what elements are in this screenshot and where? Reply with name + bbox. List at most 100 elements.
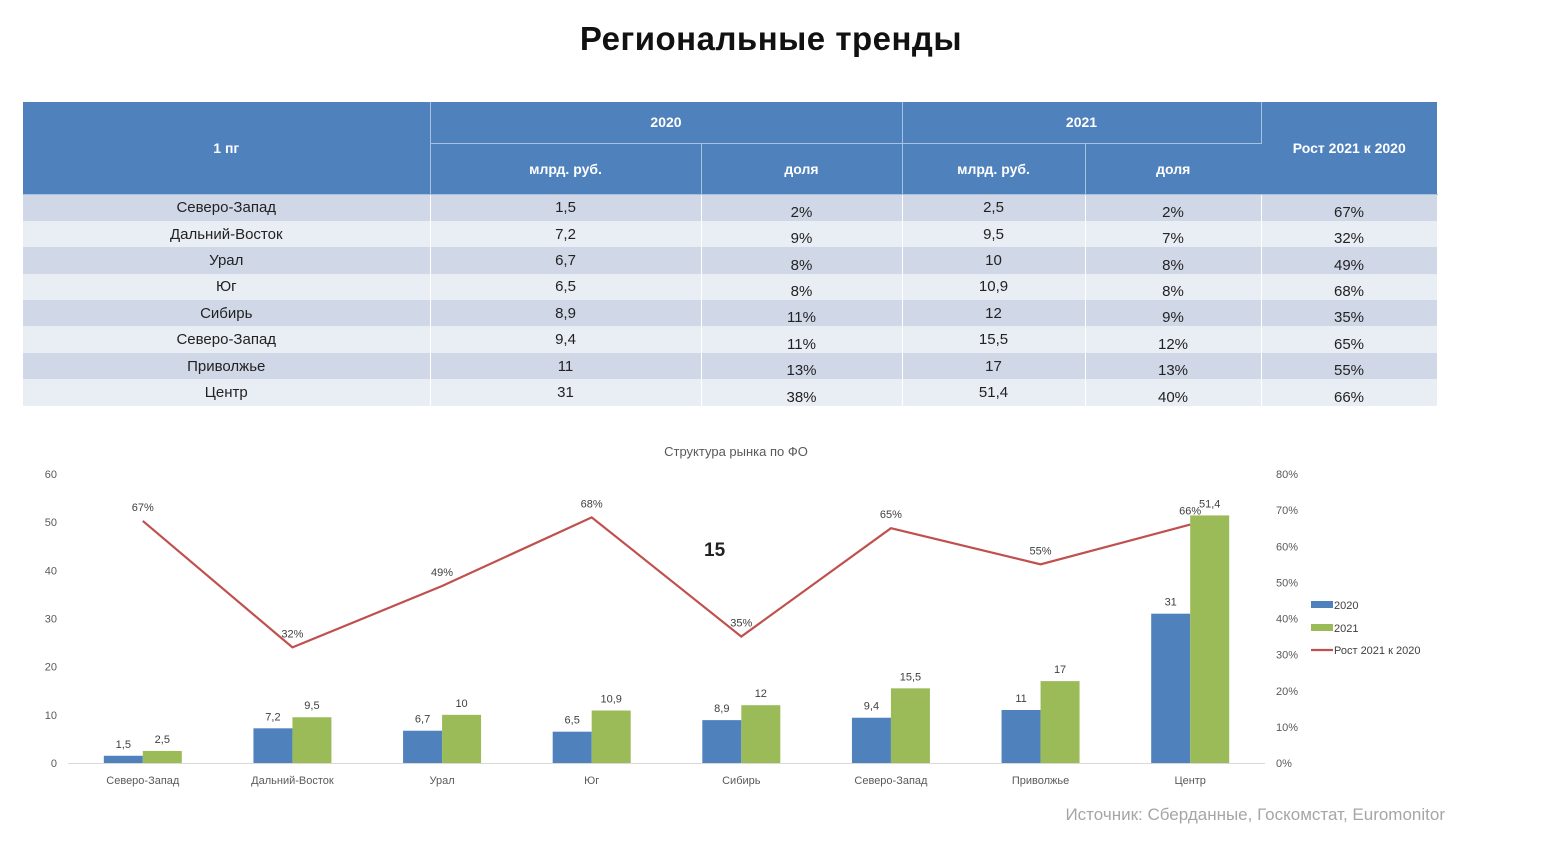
table-row: Дальний-Восток 7,2 9% 9,5 7% 32% [23, 220, 1438, 248]
cell-share-2020: 2% [701, 194, 903, 221]
growth-data-label: 32% [281, 628, 303, 640]
cell-growth: 49% [1261, 247, 1438, 274]
y2-tick-label: 10% [1276, 722, 1298, 734]
data-label-2021: 9,5 [304, 700, 319, 712]
table-row: Северо-Запад 1,5 2% 2,5 2% 67% [23, 194, 1438, 221]
cell-value-2020: 1,5 [430, 194, 702, 221]
legend-swatch-2020 [1311, 601, 1333, 608]
cell-share-2021: 13% [1085, 352, 1262, 380]
cell-region: Юг [23, 273, 431, 301]
y2-tick-label: 50% [1276, 577, 1298, 589]
x-tick-label: Дальний-Восток [251, 775, 334, 787]
cell-growth: 66% [1261, 379, 1438, 406]
cell-value-2020: 6,5 [430, 273, 702, 301]
bar-2021 [741, 705, 781, 763]
cell-region: Северо-Запад [23, 194, 431, 221]
table-row: Центр 31 38% 51,4 40% 66% [23, 379, 1438, 406]
growth-data-label: 49% [431, 567, 453, 579]
bar-2020 [253, 728, 293, 763]
x-tick-label: Северо-Запад [106, 775, 180, 787]
cell-region: Урал [23, 247, 431, 274]
legend-label-growth: Рост 2021 к 2020 [1334, 645, 1420, 657]
data-label-2021: 51,4 [1199, 498, 1220, 510]
header-growth: Рост 2021 к 2020 [1261, 102, 1437, 195]
bar-2020 [702, 720, 742, 763]
x-tick-label: Юг [584, 775, 599, 787]
table-row: Северо-Запад 9,4 11% 15,5 12% 65% [23, 326, 1438, 353]
header-value-2021: млрд. руб. [902, 143, 1086, 195]
cell-share-2020: 8% [701, 273, 903, 301]
data-label-2021: 10 [455, 698, 467, 710]
bar-2020 [1151, 613, 1191, 763]
y-tick-label: 20 [45, 662, 57, 674]
cell-value-2021: 17 [902, 352, 1086, 380]
cell-value-2020: 31 [430, 379, 702, 406]
y2-tick-label: 60% [1276, 541, 1298, 553]
cell-share-2020: 9% [701, 220, 903, 248]
cell-share-2020: 11% [701, 300, 903, 327]
bar-2021 [292, 717, 332, 763]
bar-2021 [1190, 515, 1230, 763]
cell-share-2020: 13% [701, 352, 903, 380]
data-label-2020: 31 [1165, 597, 1177, 609]
y2-tick-label: 70% [1276, 505, 1298, 517]
growth-data-label: 55% [1030, 545, 1052, 557]
cell-value-2021: 9,5 [902, 220, 1086, 248]
data-label-2020: 7,2 [265, 711, 280, 723]
bar-2021 [890, 688, 930, 763]
cell-growth: 35% [1261, 300, 1438, 327]
bar-2021 [591, 710, 631, 763]
cell-value-2020: 6,7 [430, 247, 702, 274]
cell-share-2021: 8% [1085, 273, 1262, 301]
cell-value-2021: 51,4 [902, 379, 1086, 406]
legend-swatch-2021 [1311, 624, 1333, 631]
cell-value-2020: 11 [430, 352, 702, 380]
cell-value-2020: 8,9 [430, 300, 702, 327]
y2-tick-label: 40% [1276, 614, 1298, 626]
x-tick-label: Приволжье [1012, 775, 1069, 787]
y-tick-label: 0 [51, 758, 57, 770]
cell-value-2021: 10 [902, 247, 1086, 274]
cell-value-2020: 9,4 [430, 326, 702, 353]
cell-region: Северо-Запад [23, 326, 431, 353]
cell-region: Сибирь [23, 300, 431, 327]
data-label-2020: 9,4 [864, 701, 879, 713]
data-label-2020: 6,5 [565, 715, 580, 727]
cell-growth: 67% [1261, 194, 1438, 221]
table-row: Сибирь 8,9 11% 12 9% 35% [23, 300, 1438, 327]
data-label-2020: 1,5 [116, 739, 131, 751]
bar-2021 [1040, 681, 1080, 763]
y2-tick-label: 20% [1276, 686, 1298, 698]
cell-share-2021: 8% [1085, 247, 1262, 274]
cell-growth: 32% [1261, 220, 1438, 248]
cell-value-2021: 15,5 [902, 326, 1086, 353]
data-label-2020: 6,7 [415, 714, 430, 726]
header-period: 1 пг [23, 102, 431, 195]
cell-growth: 55% [1261, 352, 1438, 380]
data-label-2021: 2,5 [155, 734, 170, 746]
table-row: Урал 6,7 8% 10 8% 49% [23, 247, 1438, 274]
source-note: Источник: Сберданные, Госкомстат, Euromo… [1065, 805, 1445, 824]
market-structure-chart: Структура рынка по ФО 0 10 20 30 40 50 60 0% 10% 2… [45, 444, 1421, 787]
cell-value-2020: 7,2 [430, 220, 702, 248]
y-tick-label: 40 [45, 565, 57, 577]
cell-region: Дальний-Восток [23, 220, 431, 248]
x-tick-label: Урал [429, 775, 454, 787]
cell-share-2020: 8% [701, 247, 903, 274]
bar-2020 [103, 755, 143, 763]
data-label-2021: 15,5 [900, 671, 921, 683]
x-tick-label: Центр [1174, 775, 1206, 787]
slide-number-annotation: 15 [704, 540, 726, 561]
page-title: Региональные тренды [579, 20, 963, 57]
data-label-2020: 8,9 [714, 703, 729, 715]
header-year-2021: 2021 [902, 102, 1262, 144]
data-label-2020: 11 [1015, 693, 1026, 705]
y-tick-label: 50 [45, 517, 57, 529]
cell-share-2021: 7% [1085, 220, 1262, 248]
data-label-2021: 17 [1054, 664, 1066, 676]
cell-value-2021: 12 [902, 300, 1086, 327]
cell-value-2021: 2,5 [902, 194, 1086, 221]
y2-tick-label: 0% [1276, 758, 1292, 770]
bar-2020 [552, 731, 592, 763]
cell-share-2021: 9% [1085, 300, 1262, 327]
